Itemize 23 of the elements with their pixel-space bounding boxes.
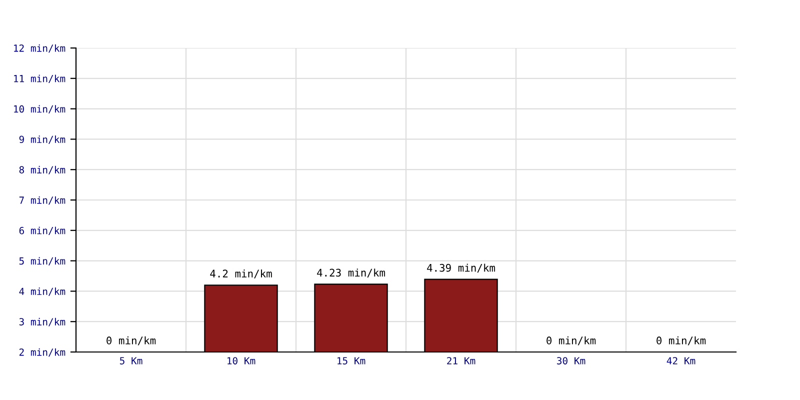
data-label: 4.39 min/km [427, 264, 495, 273]
text: 0 min/km [106, 336, 156, 346]
y-tick-label: 12 min/km [14, 44, 66, 53]
x-tick-label: 5 Km [120, 357, 142, 364]
x-tick-label: 42 Km [666, 357, 696, 364]
text: 0 min/km [656, 336, 706, 346]
y-tick-label: 2 min/km [19, 348, 66, 357]
data-label: 4.23 min/km [317, 268, 385, 278]
y-tick-label: 9 min/km [19, 136, 66, 144]
text: 0 min/km [546, 336, 596, 346]
y-tick-label: 6 min/km [19, 226, 66, 236]
data-label: 4.2 min/km [210, 269, 272, 278]
y-tick-label: 10 min/km [14, 105, 66, 114]
y-tick-label: 8 min/km [19, 166, 66, 174]
y-tick-label: 7 min/km [19, 196, 66, 205]
x-tick-label: 30 Km [557, 357, 586, 364]
x-tick-label: 15 Km [338, 357, 366, 364]
y-tick-label: 5 min/km [19, 257, 66, 266]
x-tick-label: 21 Km [447, 357, 476, 364]
y-tick-label: 11 min/km [14, 74, 66, 84]
y-tick-label: 3 min/km [19, 318, 66, 326]
x-tick-label: 10 Km [228, 357, 256, 364]
y-tick-label: 4 min/km [19, 288, 66, 296]
